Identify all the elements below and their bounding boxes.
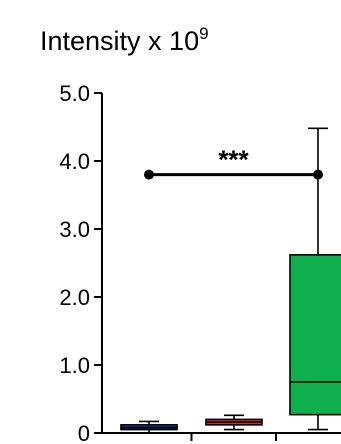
- y-tick-label-3: 3.0: [59, 217, 90, 242]
- box-group-0: [120, 420, 178, 434]
- box-group-1: [205, 414, 263, 431]
- x-axis: [102, 432, 341, 441]
- y-tick-label-1: 1.0: [59, 353, 90, 378]
- y-tick-label-5: 5.0: [59, 81, 90, 106]
- boxes: [120, 127, 341, 434]
- chart-title-superscript: 9: [199, 24, 208, 43]
- y-tick-label-2: 2.0: [59, 285, 90, 310]
- box-group-2: [289, 127, 341, 431]
- box-2: [289, 254, 341, 416]
- chart-title: Intensity x 109: [40, 24, 209, 56]
- y-tick-label-0: 0: [78, 421, 90, 444]
- significance-dot-right-0: [313, 169, 323, 180]
- significance-dot-left-0: [144, 169, 154, 180]
- chart-title-text: Intensity x 10: [40, 26, 199, 56]
- y-axis: 0 1.0 2.0 3.0 4.0 5.0: [59, 81, 103, 444]
- significance-label-0: ***: [218, 145, 249, 175]
- y-tick-label-4: 4.0: [59, 149, 90, 174]
- significance-annotation: ***: [144, 145, 323, 180]
